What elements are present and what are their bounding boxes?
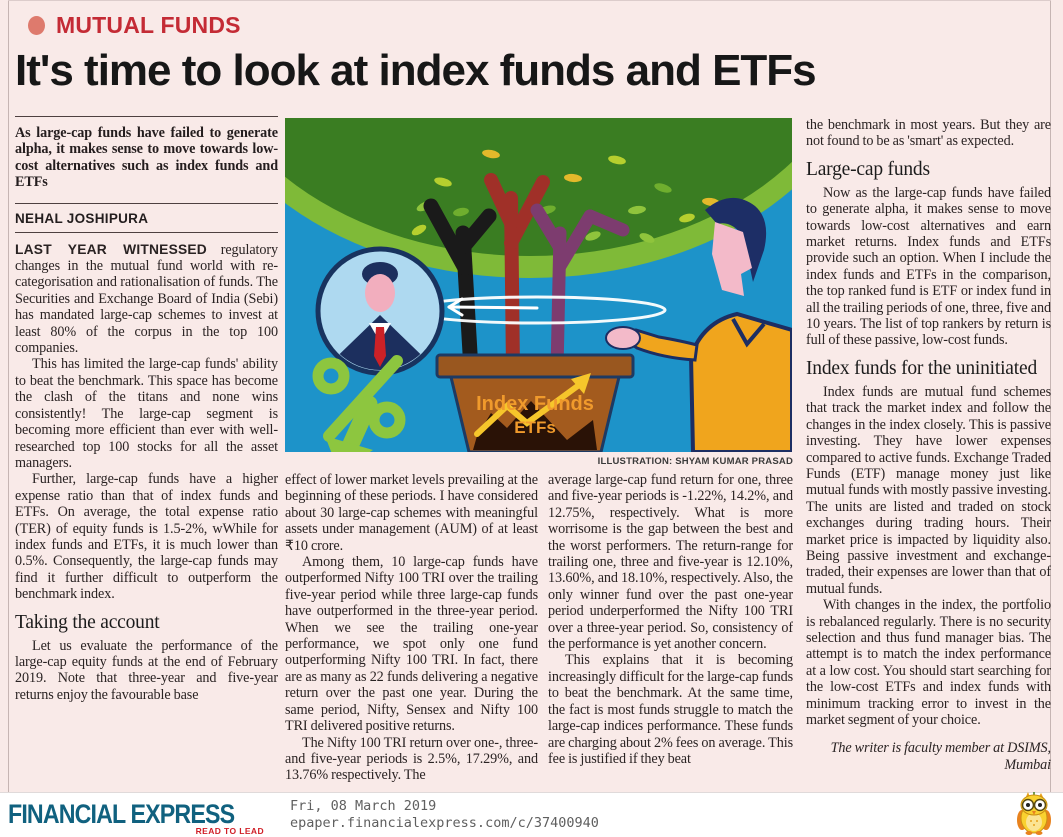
divider-rule: [15, 116, 278, 117]
plant-pot: Index Funds ETFs: [435, 353, 635, 452]
pot-label-line1: Index Funds: [476, 393, 594, 415]
kicker-dot-icon: [28, 16, 45, 35]
body-paragraph: Among them, 10 large-cap funds have outp…: [285, 554, 538, 735]
businessman-badge: [315, 246, 445, 376]
body-paragraph: The Nifty 100 TRI return over one-, thre…: [285, 734, 538, 784]
body-paragraph: Now as the large-cap funds have failed t…: [806, 184, 1051, 349]
lead-in-phrase: LAST YEAR WITNESSED: [15, 241, 207, 257]
subhead-taking-the-account: Taking the account: [15, 611, 160, 633]
financial-express-logo: FINANCIAL EXPRESS: [8, 799, 235, 829]
subhead-index-funds-uninitiated: Index funds for the uninitiated: [806, 357, 1037, 379]
body-paragraph: Let us evaluate the performance of the l…: [15, 637, 278, 703]
footer-date: Fri, 08 March 2019: [290, 798, 437, 814]
page-edge-top: [8, 0, 1051, 1]
body-paragraph: LAST YEAR WITNESSED regulatory changes i…: [15, 242, 278, 357]
body-paragraph: the benchmark in most years. But they ar…: [806, 117, 1051, 150]
body-paragraph: Index funds are mutual fund schemes that…: [806, 383, 1051, 597]
percent-down-arrow-icon: [312, 355, 406, 452]
author-signoff: The writer is faculty member at DSIMS, M…: [830, 740, 1051, 773]
column-2: effect of lower market levels prevailing…: [285, 472, 538, 792]
observing-man: [605, 197, 792, 452]
illustration-image: Index Funds ETFs: [285, 118, 792, 452]
column-4: the benchmark in most years. But they ar…: [806, 117, 1051, 792]
epaper-footer: FINANCIAL EXPRESS READ TO LEAD Fri, 08 M…: [0, 792, 1063, 837]
owl-mascot-icon: [1016, 791, 1052, 835]
column-3: average large-cap fund return for one, t…: [548, 472, 793, 792]
page-edge-right: [1050, 0, 1051, 792]
paragraph-text: regulatory changes in the mutual fund wo…: [15, 241, 278, 357]
column-1: As large-cap funds have failed to genera…: [15, 116, 278, 792]
pot-label-line2: ETFs: [514, 418, 556, 437]
body-paragraph: With changes in the index, the portfolio…: [806, 597, 1051, 728]
page-edge-left: [8, 0, 9, 792]
section-label: MUTUAL FUNDS: [56, 12, 241, 38]
body-paragraph: effect of lower market levels prevailing…: [285, 472, 538, 554]
body-paragraph: Further, large-cap funds have a higher e…: [15, 471, 278, 603]
body-paragraph: This explains that it is becoming increa…: [548, 652, 793, 767]
divider-rule: [15, 231, 278, 233]
byline: NEHAL JOSHIPURA: [15, 210, 149, 226]
body-paragraph: This has limited the large-cap funds' ab…: [15, 356, 278, 471]
article-headline: It's time to look at index funds and ETF…: [15, 46, 817, 95]
footer-url[interactable]: epaper.financialexpress.com/c/37400940: [290, 815, 599, 831]
standfirst: As large-cap funds have failed to genera…: [15, 125, 278, 191]
logo-tagline: READ TO LEAD: [195, 826, 264, 836]
divider-rule: [15, 202, 278, 204]
body-paragraph: average large-cap fund return for one, t…: [548, 472, 793, 653]
illustration-credit: ILLUSTRATION: SHYAM KUMAR PRASAD: [597, 456, 793, 467]
section-kicker: MUTUAL FUNDS: [28, 12, 241, 39]
tree-trunks: [423, 173, 630, 378]
subhead-large-cap-funds: Large-cap funds: [806, 158, 930, 180]
